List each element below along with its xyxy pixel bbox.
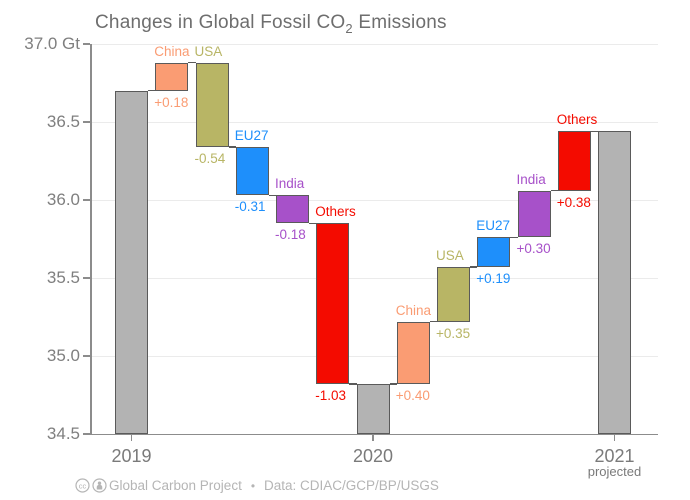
y-axis-tick xyxy=(83,121,90,123)
y-axis-tick-label: 36.0 xyxy=(46,190,80,209)
waterfall-bar-2020-6 xyxy=(356,384,390,434)
gridline xyxy=(91,200,658,201)
waterfall-connector xyxy=(590,130,598,132)
chart-footer: cc Global Carbon Project • Data: CDIAC/G… xyxy=(75,478,439,493)
waterfall-connector xyxy=(429,321,437,323)
waterfall-connector xyxy=(349,383,357,385)
footer-data-source: Data: CDIAC/GCP/BP/USGS xyxy=(264,478,439,493)
waterfall-connector xyxy=(188,62,196,64)
bar-label-others: Others xyxy=(315,204,356,220)
y-axis-tick-label: 35.0 xyxy=(46,346,80,365)
waterfall-bar-china-7 xyxy=(396,321,430,385)
bar-value-eu27: -0.31 xyxy=(234,199,266,215)
chart-title: Changes in Global Fossil CO2 Emissions xyxy=(95,12,447,36)
waterfall-bar-eu27-3 xyxy=(235,146,269,196)
bar-value-others: -1.03 xyxy=(315,388,347,404)
y-axis-tick-label: 35.5 xyxy=(46,268,80,287)
x-axis-label-2021: 2021 xyxy=(594,446,635,466)
bar-label-china: China xyxy=(395,302,432,318)
waterfall-bar-china-1 xyxy=(155,62,189,91)
waterfall-connector xyxy=(309,222,317,224)
x-axis-label-2019: 2019 xyxy=(111,446,152,466)
x-axis-line xyxy=(90,433,658,435)
waterfall-connector xyxy=(148,90,156,92)
waterfall-bar-india-4 xyxy=(276,195,309,224)
waterfall-connector xyxy=(470,266,478,268)
bar-value-india: +0.30 xyxy=(516,241,551,257)
waterfall-bar-usa-2 xyxy=(195,62,229,147)
footer-attribution: Global Carbon Project xyxy=(109,478,242,493)
footer-separator: • xyxy=(250,478,256,493)
waterfall-bar-others-11 xyxy=(557,131,591,191)
y-axis-tick xyxy=(83,277,90,279)
waterfall-bar-india-10 xyxy=(517,190,551,238)
y-axis-tick-label: 34.5 xyxy=(46,424,80,443)
gridline xyxy=(91,122,658,123)
bar-label-eu27: EU27 xyxy=(234,127,269,143)
svg-text:cc: cc xyxy=(79,481,87,490)
waterfall-bar-2021-12 xyxy=(598,131,631,434)
bar-value-eu27: +0.19 xyxy=(476,271,511,287)
bar-label-usa: USA xyxy=(194,43,223,59)
bar-value-india: -0.18 xyxy=(275,227,306,243)
chart-title-subscript: 2 xyxy=(345,20,353,36)
bar-label-others: Others xyxy=(556,112,598,128)
y-axis-tick-label: 37.0 Gt xyxy=(24,34,80,53)
gridline xyxy=(91,278,658,279)
attribution-icon xyxy=(92,478,107,493)
chart-title-text-suffix: Emissions xyxy=(352,12,447,33)
gridline xyxy=(91,356,658,357)
x-axis-tick xyxy=(372,434,374,441)
waterfall-connector xyxy=(389,383,397,385)
bar-value-china: +0.18 xyxy=(154,94,189,110)
waterfall-connector xyxy=(510,236,518,239)
y-axis-tick xyxy=(83,199,90,201)
bar-label-india: India xyxy=(516,171,546,187)
y-axis-line xyxy=(90,44,92,434)
bar-value-others: +0.38 xyxy=(556,194,591,210)
x-axis-tick xyxy=(130,434,133,441)
waterfall-connector xyxy=(228,146,236,148)
bar-label-eu27: EU27 xyxy=(476,218,511,234)
y-axis-tick-label: 36.5 xyxy=(46,112,80,131)
bar-value-usa: -0.54 xyxy=(194,150,226,166)
waterfall-connector xyxy=(550,190,558,192)
bar-label-china: China xyxy=(154,43,190,59)
gridline xyxy=(91,44,658,45)
waterfall-bar-usa-8 xyxy=(437,267,470,322)
waterfall-bar-others-5 xyxy=(316,223,350,385)
waterfall-bar-2019-0 xyxy=(115,90,148,434)
x-axis-sublabel-2021: projected xyxy=(587,464,642,479)
bar-label-india: India xyxy=(275,176,305,192)
waterfall-connector xyxy=(268,194,276,196)
waterfall-bar-eu27-9 xyxy=(477,237,511,268)
y-axis-tick xyxy=(83,43,90,45)
cc-icon: cc xyxy=(75,478,90,493)
x-axis-tick xyxy=(613,434,616,441)
chart-title-text: Changes in Global Fossil CO xyxy=(95,12,346,33)
x-axis-label-2020: 2020 xyxy=(352,446,394,466)
y-axis-tick xyxy=(83,355,90,357)
y-axis-tick xyxy=(83,433,90,435)
bar-label-usa: USA xyxy=(436,248,464,264)
bar-value-usa: +0.35 xyxy=(436,325,471,341)
bar-value-china: +0.40 xyxy=(395,388,430,404)
